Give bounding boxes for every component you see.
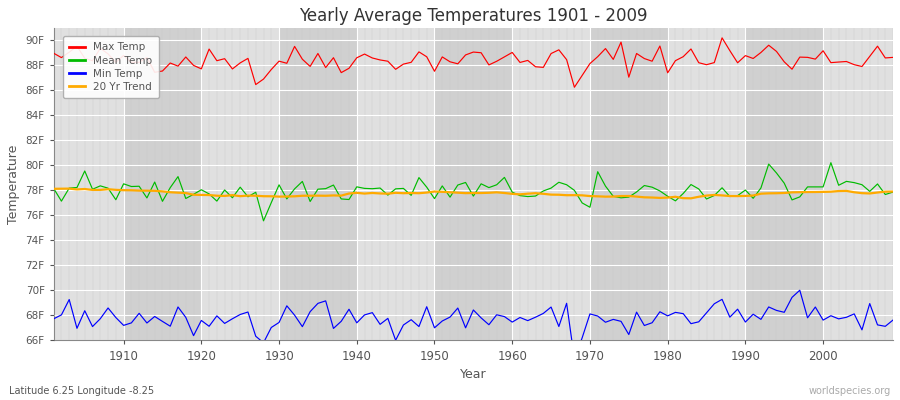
Legend: Max Temp, Mean Temp, Min Temp, 20 Yr Trend: Max Temp, Mean Temp, Min Temp, 20 Yr Tre… — [63, 36, 158, 98]
Y-axis label: Temperature: Temperature — [7, 144, 20, 224]
Text: Latitude 6.25 Longitude -8.25: Latitude 6.25 Longitude -8.25 — [9, 386, 154, 396]
X-axis label: Year: Year — [460, 368, 487, 381]
Title: Yearly Average Temperatures 1901 - 2009: Yearly Average Temperatures 1901 - 2009 — [299, 7, 648, 25]
Bar — [435, 28, 512, 340]
Bar — [590, 28, 668, 340]
Text: worldspecies.org: worldspecies.org — [809, 386, 891, 396]
Bar — [279, 28, 356, 340]
Bar — [356, 28, 435, 340]
Bar — [745, 28, 824, 340]
Bar — [824, 28, 900, 340]
Bar — [202, 28, 279, 340]
Bar — [668, 28, 745, 340]
Bar — [512, 28, 590, 340]
Bar — [54, 28, 123, 340]
Bar — [123, 28, 202, 340]
